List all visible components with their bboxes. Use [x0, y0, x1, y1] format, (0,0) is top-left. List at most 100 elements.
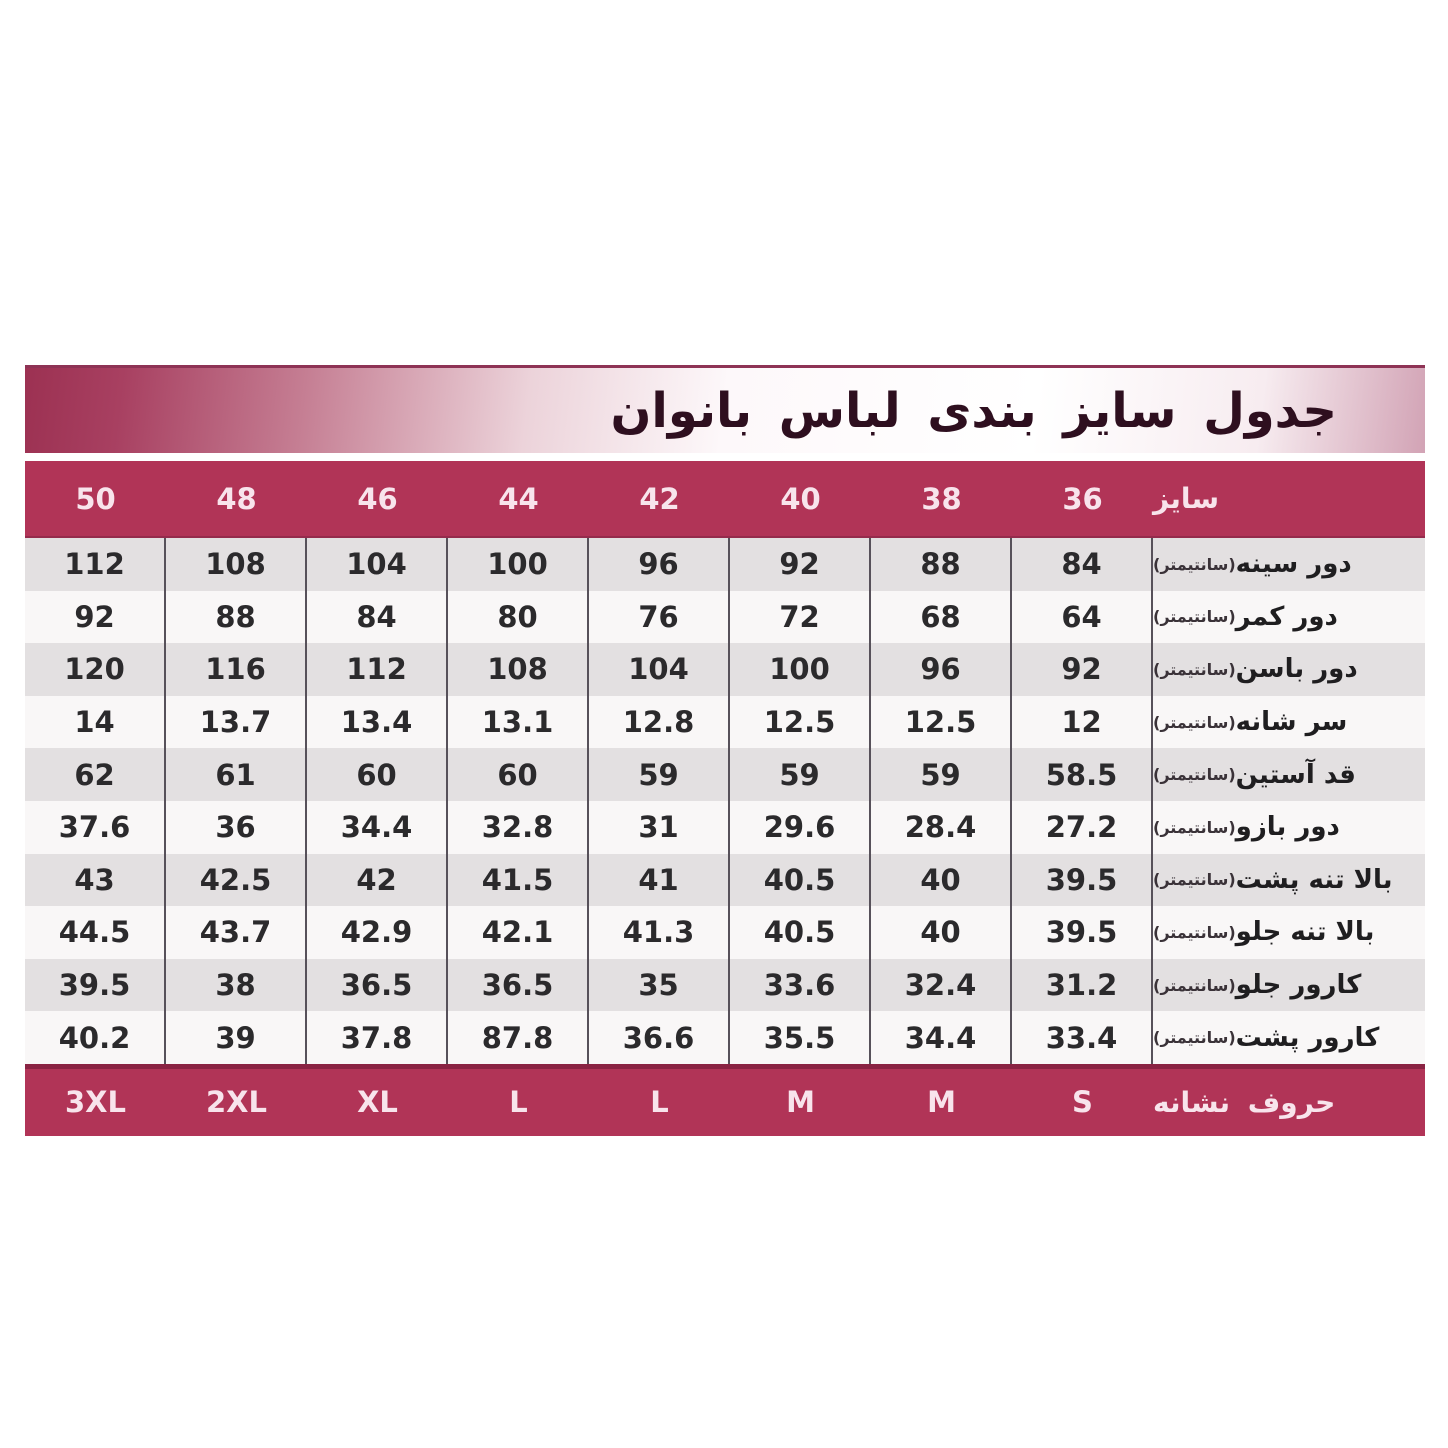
cell-value: 12.5	[871, 695, 1012, 749]
footer-letter-cell: 3XL	[64, 1085, 127, 1120]
cell-value: 112	[25, 538, 166, 591]
row-label: سر شانه (سانتیمتر)	[1153, 696, 1425, 749]
table-row: 112 108 104 100 96 92 88 84 دور سینه (سان…	[25, 538, 1425, 591]
row-label-unit: (سانتیمتر)	[1153, 1028, 1236, 1048]
cell-value: 104	[589, 643, 730, 696]
footer-letter-cell: M	[786, 1085, 815, 1120]
cell-value: 68	[871, 590, 1012, 644]
cell-value: 32.4	[871, 958, 1012, 1012]
cell-value: 40	[871, 906, 1012, 959]
cell-value: 84	[1012, 538, 1153, 591]
cell-value: 59	[871, 748, 1012, 801]
table-row: 92 88 84 80 76 72 68 64 دور کمر (سانتیمتر…	[25, 590, 1425, 644]
footer-letter-cell: M	[927, 1085, 956, 1120]
header-size-cell: 42	[639, 481, 680, 516]
row-label: دور باسن (سانتیمتر)	[1153, 643, 1425, 696]
row-label: دور سینه (سانتیمتر)	[1153, 538, 1425, 591]
cell-value: 33.4	[1012, 1011, 1153, 1064]
cell-value: 43.7	[166, 906, 307, 959]
cell-value: 96	[589, 538, 730, 591]
row-label-text: بالا تنه پشت	[1235, 864, 1393, 895]
header-size-cell: 36	[1062, 481, 1103, 516]
cell-value: 12	[1012, 695, 1153, 749]
cell-value: 116	[166, 643, 307, 696]
header-size-cell: 50	[75, 481, 116, 516]
table-row: 37.6 36 34.4 32.8 31 29.6 28.4 27.2 دور …	[25, 800, 1425, 854]
cell-value: 72	[730, 590, 871, 644]
cell-value: 36.5	[307, 958, 448, 1012]
footer-letter-cell: L	[650, 1085, 669, 1120]
cell-value: 36.6	[589, 1011, 730, 1064]
footer-row: 3XL 2XL XL L L M M S حروف نشانه	[25, 1063, 1425, 1136]
header-row: 50 48 46 44 42 40 38 36 سایز	[25, 461, 1425, 538]
cell-value: 108	[166, 538, 307, 591]
row-label-text: دور بازو	[1235, 812, 1340, 843]
cell-value: 14	[25, 695, 166, 749]
cell-value: 100	[730, 643, 871, 696]
cell-value: 32.8	[448, 800, 589, 854]
cell-value: 39.5	[1012, 853, 1153, 907]
cell-value: 42.9	[307, 906, 448, 959]
cell-value: 108	[448, 643, 589, 696]
row-label-unit: (سانتیمتر)	[1153, 659, 1236, 679]
table-row: 120 116 112 108 104 100 96 92 دور باسن (س…	[25, 643, 1425, 696]
footer-letters-label: حروف نشانه	[1153, 1085, 1336, 1119]
row-label-unit: (سانتیمتر)	[1153, 712, 1236, 732]
cell-value: 35.5	[730, 1011, 871, 1064]
row-label-text: دور کمر	[1235, 601, 1338, 632]
cell-value: 84	[307, 590, 448, 644]
cell-value: 42	[307, 853, 448, 907]
cell-value: 39.5	[1012, 906, 1153, 959]
footer-letter-cell: 2XL	[205, 1085, 268, 1120]
row-label-text: سر شانه	[1235, 707, 1348, 738]
cell-value: 60	[448, 748, 589, 801]
cell-value: 42.5	[166, 853, 307, 907]
row-label-text: بالا تنه جلو	[1235, 917, 1375, 948]
footer-letter-cell: L	[509, 1085, 528, 1120]
row-label-text: کارور پشت	[1235, 1022, 1380, 1053]
row-label: قد آستین (سانتیمتر)	[1153, 748, 1425, 801]
cell-value: 12.8	[589, 695, 730, 749]
cell-value: 61	[166, 748, 307, 801]
cell-value: 36	[166, 800, 307, 854]
page-title: جدول سایز بندی لباس بانوان	[610, 382, 1337, 439]
row-label-unit: (سانتیمتر)	[1153, 922, 1236, 942]
row-label-text: دور سینه	[1235, 549, 1352, 580]
table-row: 62 61 60 60 59 59 59 58.5 قد آستین (سانتی…	[25, 748, 1425, 801]
header-size-cell: 38	[921, 481, 962, 516]
row-label: دور کمر (سانتیمتر)	[1153, 591, 1425, 644]
cell-value: 40	[871, 853, 1012, 907]
row-label: بالا تنه پشت (سانتیمتر)	[1153, 854, 1425, 907]
cell-value: 76	[589, 590, 730, 644]
table-row: 14 13.7 13.4 13.1 12.8 12.5 12.5 12 سر ش…	[25, 695, 1425, 749]
cell-value: 120	[25, 643, 166, 696]
table-row: 40.2 39 37.8 87.8 36.6 35.5 34.4 33.4 کا…	[25, 1011, 1425, 1064]
cell-value: 96	[871, 643, 1012, 696]
cell-value: 41.5	[448, 853, 589, 907]
header-size-cell: 40	[780, 481, 821, 516]
cell-value: 92	[730, 538, 871, 591]
cell-value: 29.6	[730, 800, 871, 854]
cell-value: 38	[166, 958, 307, 1012]
table-row: 43 42.5 42 41.5 41 40.5 40 39.5 بالا تنه…	[25, 853, 1425, 907]
footer-letter-cell: XL	[357, 1085, 398, 1120]
cell-value: 28.4	[871, 800, 1012, 854]
cell-value: 87.8	[448, 1011, 589, 1064]
row-label: بالا تنه جلو (سانتیمتر)	[1153, 906, 1425, 959]
cell-value: 62	[25, 748, 166, 801]
cell-value: 88	[871, 538, 1012, 591]
row-label-unit: (سانتیمتر)	[1153, 975, 1236, 995]
cell-value: 59	[589, 748, 730, 801]
header-size-cell: 46	[357, 481, 398, 516]
header-size-cell: 44	[498, 481, 539, 516]
cell-value: 27.2	[1012, 800, 1153, 854]
cell-value: 41.3	[589, 906, 730, 959]
cell-value: 92	[25, 590, 166, 644]
cell-value: 37.6	[25, 800, 166, 854]
cell-value: 39.5	[25, 958, 166, 1012]
cell-value: 31	[589, 800, 730, 854]
row-label: دور بازو (سانتیمتر)	[1153, 801, 1425, 854]
row-label-text: دور باسن	[1235, 654, 1358, 685]
cell-value: 104	[307, 538, 448, 591]
